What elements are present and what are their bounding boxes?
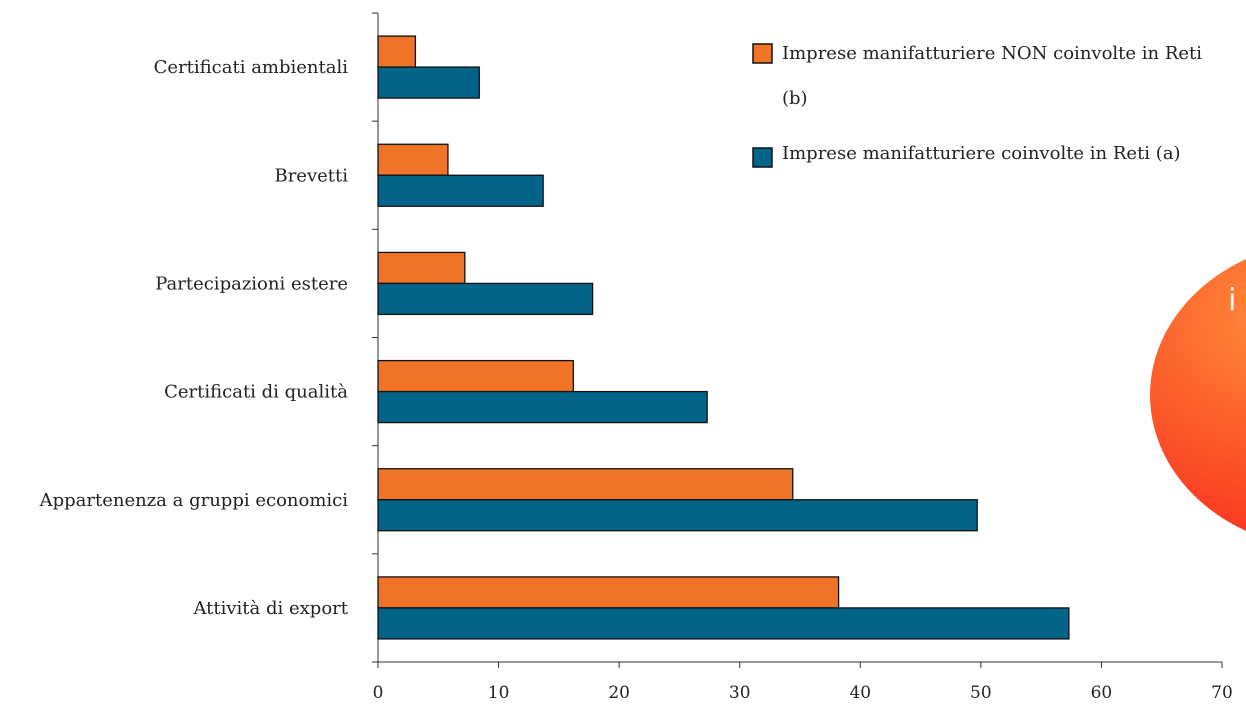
x-tick-labels: 0 10 20 30 40 50 60 70 [373,683,1233,703]
bar-non-reti [378,361,573,392]
legend-item-reti: Imprese manifatturiere coinvolte in Reti… [753,143,1181,167]
axes [372,13,1222,668]
category-label: Attività di export [192,598,348,619]
legend-label-reti: Imprese manifatturiere coinvolte in Reti… [782,143,1181,164]
bar-non-reti [378,577,839,608]
legend-item-non-reti: Imprese manifatturiere NON coinvolte in … [753,43,1202,109]
decorative-disc: i [1150,240,1246,550]
bar-reti [378,67,479,98]
x-tick-label: 70 [1211,683,1233,703]
category-label: Appartenenza a gruppi economici [39,490,349,511]
legend-swatch-blue [753,148,772,167]
bar-non-reti [378,36,415,67]
legend-label-non-reti-line1: Imprese manifatturiere NON coinvolte in … [782,43,1202,64]
bar-non-reti [378,144,448,175]
category-label: Brevetti [274,165,348,186]
x-tick-label: 50 [970,683,992,703]
x-tick-label: 40 [849,683,871,703]
x-tick-label: 10 [488,683,510,703]
bar-non-reti [378,469,793,500]
bar-reti [378,608,1069,639]
category-labels: Attività di export Appartenenza a gruppi … [39,57,349,619]
x-tick-label: 20 [608,683,630,703]
bars [378,36,1069,639]
decorative-letter: i [1228,283,1236,318]
legend-label-non-reti-line2: (b) [782,88,808,109]
bar-reti [378,500,977,531]
bar-reti [378,175,543,206]
category-label: Partecipazioni estere [155,273,348,294]
bar-reti [378,283,593,314]
x-tick-label: 60 [1091,683,1113,703]
x-tick-label: 30 [729,683,751,703]
bar-reti [378,392,707,423]
legend: Imprese manifatturiere NON coinvolte in … [753,43,1202,167]
bar-non-reti [378,252,465,283]
category-label: Certificati ambientali [154,57,349,78]
category-label: Certificati di qualità [164,382,348,403]
x-tick-label: 0 [373,683,384,703]
legend-swatch-orange [753,44,772,63]
